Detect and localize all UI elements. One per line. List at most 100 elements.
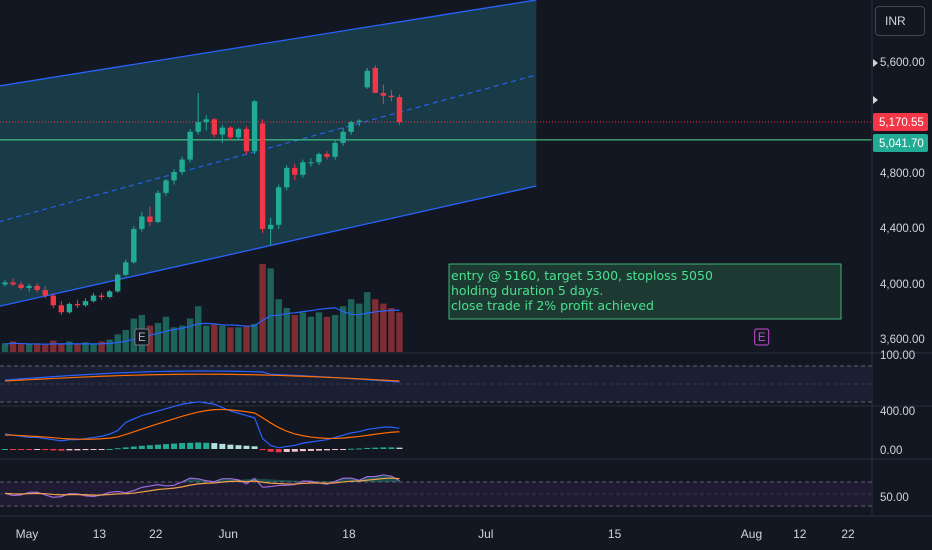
volume-bar (58, 343, 65, 352)
channel-lower-line (0, 185, 537, 307)
volume-bar (283, 308, 290, 352)
candle-body (300, 162, 306, 175)
candle-body (90, 295, 97, 302)
candle-body (284, 167, 290, 188)
volume-bar (364, 292, 371, 352)
candle-body (267, 224, 274, 229)
price-arrow-icon (873, 96, 878, 104)
trade-note-line-2: holding duration 5 days. (451, 283, 603, 298)
candle-body (50, 295, 56, 306)
candle (235, 127, 242, 141)
candle-body (66, 303, 73, 313)
candle (2, 280, 8, 287)
candle (98, 292, 105, 300)
macd-bar (18, 449, 25, 450)
volume-bar (259, 264, 266, 352)
candle (267, 217, 274, 246)
trade-note[interactable]: entry @ 5160, target 5300, stoploss 5050… (448, 263, 842, 320)
candle-body (155, 192, 161, 223)
price-tick: 4,400.00 (880, 223, 925, 235)
macd-bar (146, 445, 153, 449)
macd-bar (2, 449, 8, 450)
candle-body (396, 97, 403, 123)
candle (203, 115, 209, 131)
macd-bar (324, 449, 330, 451)
candle (340, 127, 346, 146)
trade-note-line-3: close trade if 2% profit achieved (451, 298, 654, 313)
indicator-pane-1[interactable] (0, 365, 872, 403)
volume-bar (74, 344, 81, 352)
volume-bar (195, 306, 202, 352)
candle (356, 119, 362, 127)
pane2-tick: 0.00 (880, 445, 902, 457)
candle-body (259, 123, 266, 229)
candle (396, 94, 403, 125)
candle-body (187, 131, 193, 160)
candle-body (58, 305, 65, 313)
candle (292, 163, 298, 181)
macd-bar (315, 449, 322, 451)
candle (380, 84, 387, 105)
macd-bar (171, 443, 178, 449)
candle (364, 67, 370, 89)
candle-body (227, 127, 234, 138)
candle-body (356, 120, 362, 123)
rsi-pane[interactable] (0, 474, 872, 507)
candle-body (348, 122, 354, 132)
candle (316, 152, 322, 166)
macd-pane[interactable] (2, 401, 403, 453)
date-tick: May (16, 527, 39, 541)
candle (227, 126, 234, 141)
volume-bar (98, 341, 105, 352)
candle-body (2, 282, 8, 285)
candle (195, 92, 201, 135)
candle (123, 259, 129, 277)
price-axis[interactable]: 5,600.00 4,800.00 4,400.00 4,000.00 3,60… (873, 57, 928, 504)
candle-body (324, 154, 330, 157)
earnings-marker-upcoming[interactable]: E (754, 328, 770, 346)
macd-bar (90, 449, 97, 450)
date-axis[interactable]: May 13 22 Jun 18 Jul 15 Aug 12 22 (16, 527, 855, 541)
currency-selector[interactable]: INR (875, 6, 925, 36)
candle-body (195, 122, 201, 132)
candle-body (82, 301, 89, 306)
candle (58, 301, 65, 316)
candle (171, 169, 177, 185)
volume-bar (106, 339, 113, 352)
macd-bar (122, 447, 129, 449)
candle (139, 212, 145, 232)
volume-bar (154, 322, 162, 352)
candle (251, 99, 258, 155)
price-tick: 4,000.00 (880, 279, 925, 291)
candle (300, 159, 306, 178)
candle (155, 190, 161, 224)
price-tick: 5,600.00 (880, 57, 925, 69)
volume-bar (42, 344, 49, 352)
candle-body (364, 70, 370, 88)
candle-body (147, 216, 153, 223)
candle-body (123, 262, 129, 275)
volume-bar (130, 318, 137, 352)
macd-bar (82, 449, 89, 451)
volume-bar (114, 334, 121, 352)
macd-bar (275, 449, 282, 453)
macd-bar (259, 449, 266, 451)
volume-bar (315, 312, 323, 352)
earnings-marker-label: E (138, 332, 146, 344)
macd-bar (348, 448, 355, 450)
candle (50, 293, 56, 309)
last-price-label: 5,170.55 (879, 117, 924, 129)
macd-bar (98, 449, 105, 450)
macd-bar (130, 446, 137, 449)
macd-bar (243, 445, 250, 449)
candle (243, 126, 250, 155)
volume-bar (219, 325, 226, 352)
candle-body (203, 119, 209, 123)
candle-body (106, 291, 113, 297)
candle (131, 226, 137, 264)
date-tick: 22 (149, 527, 163, 541)
candle (372, 65, 378, 93)
macd-bar (114, 448, 121, 450)
earnings-marker-past[interactable]: E (134, 328, 150, 346)
